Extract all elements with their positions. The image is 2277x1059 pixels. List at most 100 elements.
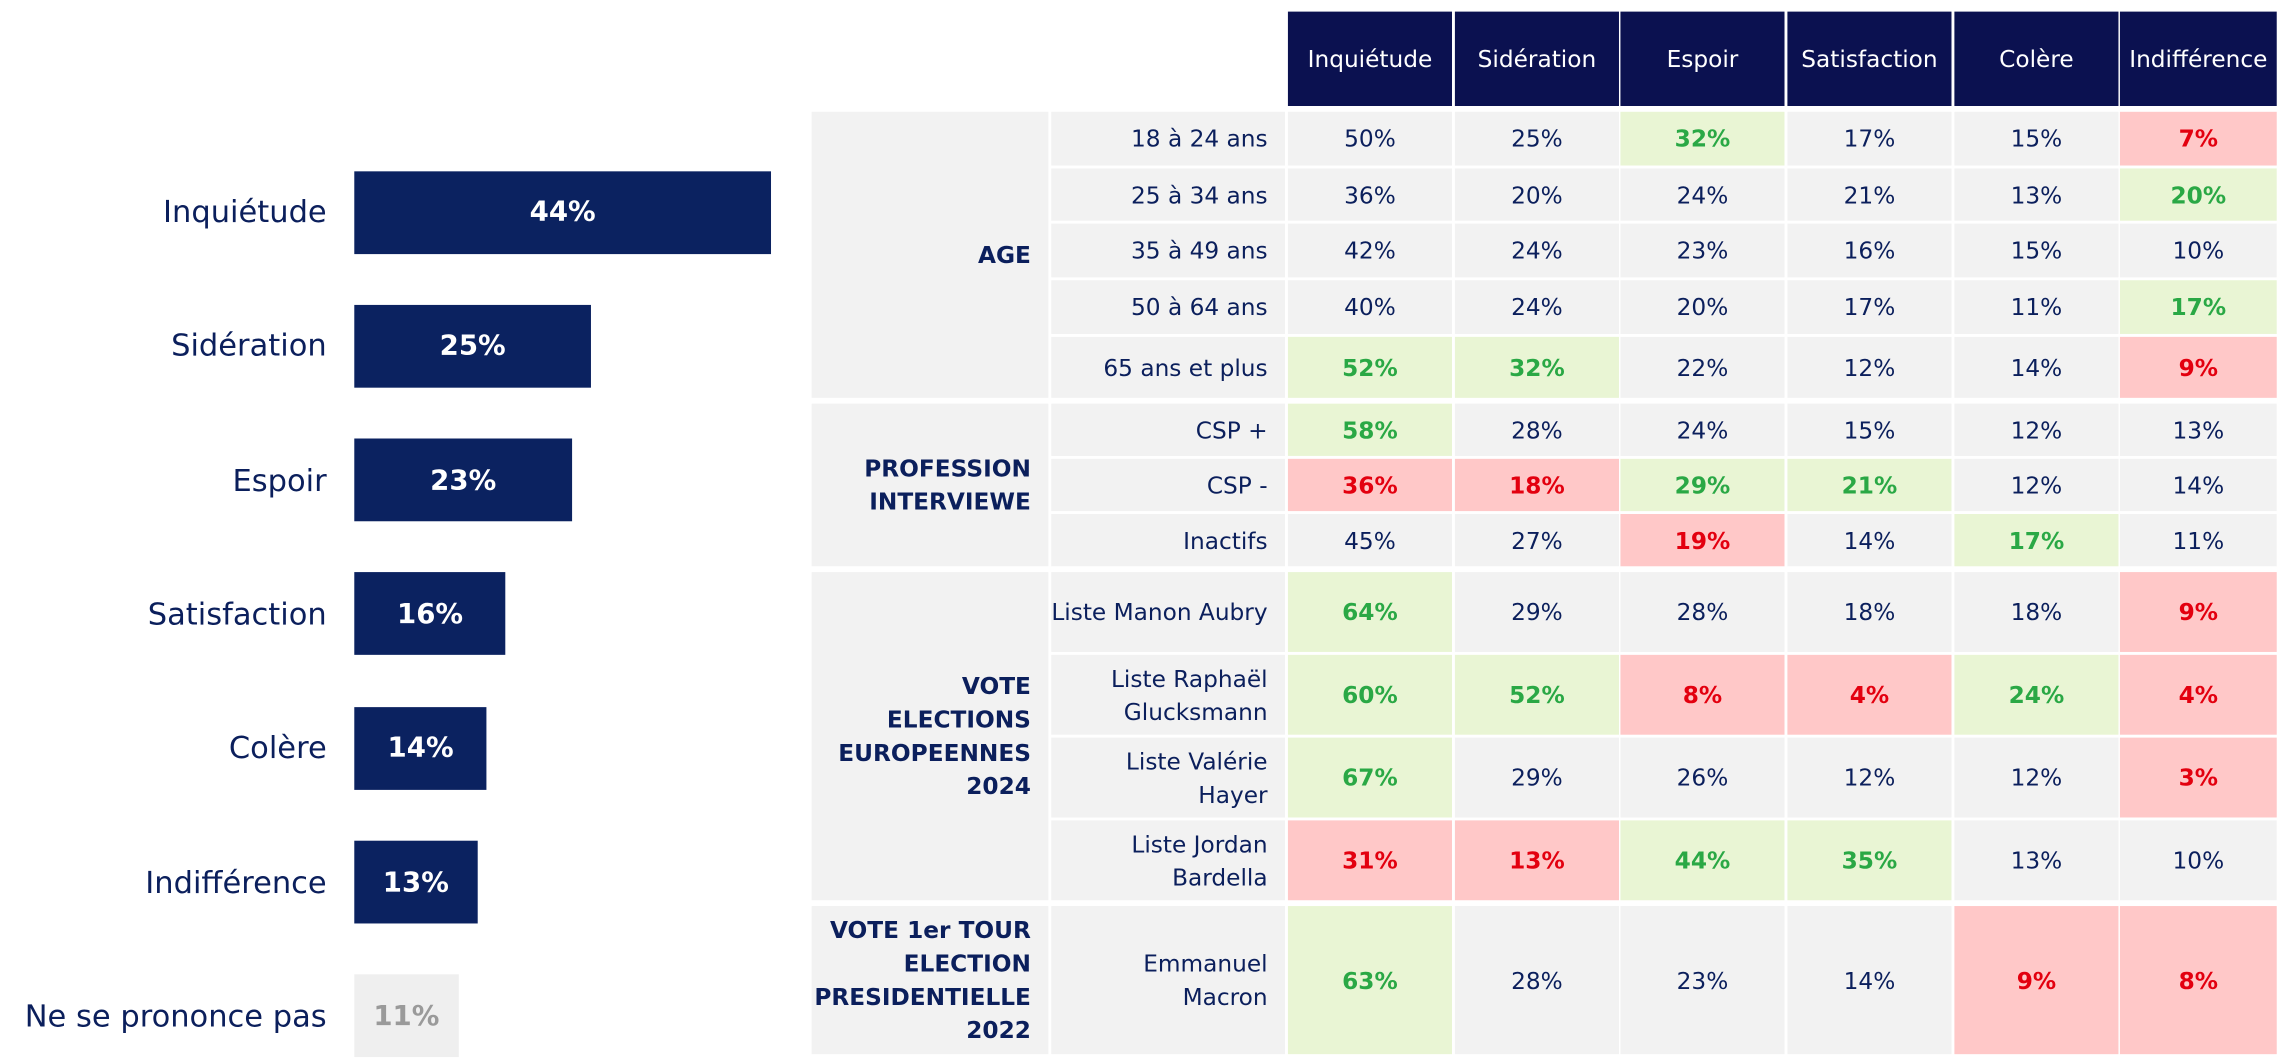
table-cell: 52% (1287, 336, 1452, 398)
row-label: Emmanuel Macron (1051, 906, 1286, 1055)
table-cell: 35% (1787, 820, 1952, 901)
table-cell: 23% (1620, 906, 1785, 1055)
bar-with-label: 44% (354, 170, 772, 254)
table-cell: 15% (1954, 111, 2119, 166)
row-label: 35 à 49 ans (1051, 223, 1286, 278)
table-cell: 19% (1620, 514, 1785, 567)
table-cell: 10% (2119, 820, 2277, 901)
table-cell: 18% (1787, 572, 1952, 652)
row-label: 50 à 64 ans (1051, 280, 1286, 334)
table-cell: 40% (1287, 280, 1452, 334)
table-cell: 15% (1787, 403, 1952, 456)
table-cell: 7% (2119, 111, 2277, 166)
table-cell: 15% (1954, 223, 2119, 278)
table-cell: 17% (1787, 111, 1952, 166)
table-cell: 12% (1954, 458, 2119, 512)
table-cell: 16% (1787, 223, 1952, 278)
table-cell: 28% (1454, 403, 1619, 456)
table-cell: 14% (1787, 514, 1952, 567)
table-cell: 4% (2119, 654, 2277, 735)
group-label: AGE (811, 111, 1049, 398)
row-label: Liste Jordan Bardella (1051, 820, 1286, 901)
table-cell: 8% (2119, 906, 2277, 1055)
table-cell: 12% (1787, 336, 1952, 398)
table-cell: 36% (1287, 458, 1452, 512)
row-label: Liste Valérie Hayer (1051, 737, 1286, 818)
column-header: Satisfaction (1787, 11, 1952, 106)
table-cell: 24% (1620, 168, 1785, 221)
table-cell: 25% (1454, 111, 1619, 166)
table-cell: 13% (1954, 168, 2119, 221)
category-label: Espoir (232, 462, 327, 498)
bar-with-label: 13% (354, 840, 478, 924)
table-cell: 29% (1620, 458, 1785, 512)
table-cell: 17% (2119, 280, 2277, 334)
row-label: 65 ans et plus (1051, 336, 1286, 398)
table-cell: 3% (2119, 737, 2277, 818)
category-label: Colère (228, 730, 327, 766)
table-cell: 67% (1287, 737, 1452, 818)
table-cell: 36% (1287, 168, 1452, 221)
table-cell: 23% (1620, 223, 1785, 278)
table-cell: 12% (1954, 403, 2119, 456)
group-label: VOTE ELECTIONS EUROPEENNES 2024 (811, 572, 1049, 901)
table-cell: 32% (1454, 336, 1619, 398)
row-label: Liste Manon Aubry (1051, 572, 1286, 652)
row-label: 25 à 34 ans (1051, 168, 1286, 221)
table-cell: 18% (1954, 572, 2119, 652)
column-header: Sidération (1454, 11, 1619, 106)
table-cell: 63% (1287, 906, 1452, 1055)
category-label: Ne se prononce pas (24, 998, 327, 1034)
table-cell: 24% (1454, 280, 1619, 334)
table-cell: 13% (1454, 820, 1619, 901)
table-cell: 13% (2119, 403, 2277, 456)
table-cell: 11% (1954, 280, 2119, 334)
table-cell: 9% (1954, 906, 2119, 1055)
table-cell: 14% (2119, 458, 2277, 512)
table-cell: 11% (2119, 514, 2277, 567)
table-cell: 28% (1454, 906, 1619, 1055)
category-label: Indifférence (145, 864, 327, 900)
table-cell: 58% (1287, 403, 1452, 456)
column-header: Inquiétude (1287, 11, 1452, 106)
table-cell: 20% (2119, 168, 2277, 221)
table-cell: 14% (1954, 336, 2119, 398)
column-header: Colère (1954, 11, 2119, 106)
bar-with-label: 14% (354, 706, 487, 790)
table-cell: 27% (1454, 514, 1619, 567)
column-header: Espoir (1620, 11, 1785, 106)
table-cell: 20% (1620, 280, 1785, 334)
bar-with-label: 16% (354, 572, 506, 656)
bar-with-label: 25% (354, 304, 592, 388)
table-cell: 45% (1287, 514, 1452, 567)
table-cell: 52% (1454, 654, 1619, 735)
row-label: 18 à 24 ans (1051, 111, 1286, 166)
table-cell: 64% (1287, 572, 1452, 652)
table-cell: 9% (2119, 336, 2277, 398)
table-cell: 24% (1454, 223, 1619, 278)
table-cell: 28% (1620, 572, 1785, 652)
table-cell: 29% (1454, 572, 1619, 652)
table-cell: 17% (1954, 514, 2119, 567)
table-cell: 12% (1954, 737, 2119, 818)
row-label: Liste Raphaël Glucksmann (1051, 654, 1286, 735)
group-label: VOTE 1er TOUR ELECTION PRESIDENTIELLE 20… (811, 906, 1049, 1055)
table-cell: 14% (1787, 906, 1952, 1055)
row-label: CSP + (1051, 403, 1286, 456)
table-cell: 18% (1454, 458, 1619, 512)
table-cell: 24% (1954, 654, 2119, 735)
table-cell: 60% (1287, 654, 1452, 735)
category-label: Satisfaction (147, 596, 327, 632)
table-cell: 50% (1287, 111, 1452, 166)
category-label: Sidération (171, 328, 327, 364)
table-cell: 4% (1787, 654, 1952, 735)
table-cell: 44% (1620, 820, 1785, 901)
row-label: CSP - (1051, 458, 1286, 512)
table-cell: 29% (1454, 737, 1619, 818)
table-cell: 9% (2119, 572, 2277, 652)
table-cell: 31% (1287, 820, 1452, 901)
table-cell: 32% (1620, 111, 1785, 166)
table-cell: 22% (1620, 336, 1785, 398)
